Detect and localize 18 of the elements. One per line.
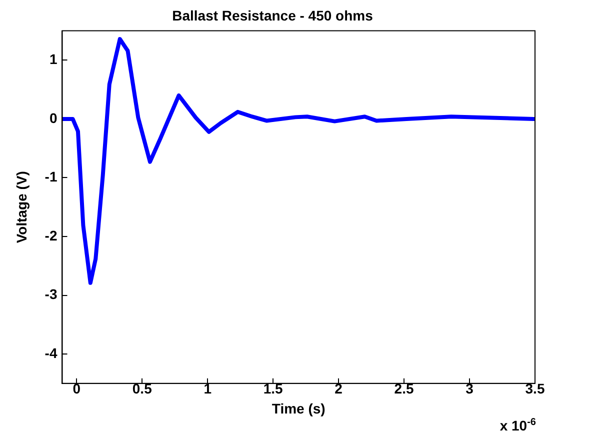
- x-tick-label: 2.5: [394, 380, 414, 397]
- x-tick-label: 1: [204, 380, 212, 397]
- y-tick-label: 0: [49, 110, 58, 126]
- x-tick-label: 1.5: [263, 380, 284, 397]
- x-tick-label: 2: [334, 380, 343, 397]
- x-axis-title: Time (s): [272, 400, 326, 416]
- x-tick-label: 3.5: [525, 380, 545, 397]
- y-tick-label: -1: [44, 168, 58, 185]
- y-tick-label: 1: [49, 51, 58, 68]
- y-axis-title: Voltage (V): [13, 171, 30, 244]
- x-tick-label: 3: [466, 380, 474, 397]
- x-tick-label: 0.5: [132, 380, 152, 397]
- chart-title: Ballast Resistance - 450 ohms: [172, 7, 374, 24]
- x-tick-label: 0: [72, 380, 81, 397]
- text: x 10$^{-6}$: [500, 417, 536, 434]
- y-tick-label: -4: [44, 344, 58, 361]
- y-tick-label: -3: [44, 286, 58, 302]
- y-tick-label: -2: [44, 227, 58, 244]
